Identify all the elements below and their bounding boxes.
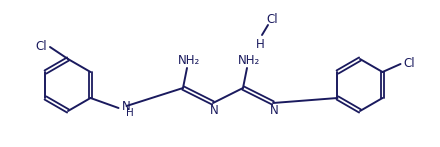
Text: N: N [121, 100, 130, 112]
Text: Cl: Cl [35, 40, 47, 52]
Text: H: H [256, 37, 264, 51]
Text: Cl: Cl [404, 56, 415, 70]
Text: N: N [209, 105, 218, 117]
Text: N: N [270, 105, 279, 117]
Text: H: H [126, 108, 133, 118]
Text: Cl: Cl [266, 12, 278, 25]
Text: NH₂: NH₂ [238, 54, 260, 66]
Text: NH₂: NH₂ [178, 54, 200, 66]
